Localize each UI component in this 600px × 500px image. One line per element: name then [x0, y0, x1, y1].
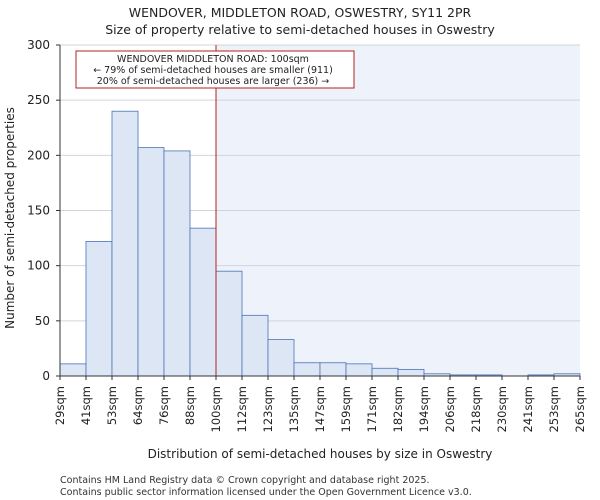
x-tick-label: 182sqm: [391, 386, 405, 432]
x-tick-label: 253sqm: [547, 386, 561, 432]
histogram-bar: [267, 339, 295, 377]
x-tick-label: 147sqm: [313, 386, 327, 432]
histogram-bar: [59, 363, 87, 377]
histogram-bar: [241, 314, 269, 377]
histogram-bar: [85, 240, 113, 377]
histogram-bar: [345, 363, 373, 377]
histogram-bar: [163, 150, 191, 377]
x-tick-label: 159sqm: [339, 386, 353, 432]
y-tick-label: 200: [27, 148, 50, 162]
x-tick-label: 135sqm: [287, 386, 301, 432]
histogram-bar: [319, 362, 347, 377]
histogram-bar: [189, 227, 217, 377]
y-tick-label: 300: [27, 38, 50, 52]
x-tick-label: 171sqm: [365, 386, 379, 432]
x-tick-label: 218sqm: [469, 386, 483, 432]
x-tick-label: 41sqm: [79, 386, 93, 425]
y-tick-label: 100: [27, 259, 50, 273]
x-tick-label: 100sqm: [209, 386, 223, 432]
annotation-line-2: ← 79% of semi-detached houses are smalle…: [93, 65, 333, 76]
histogram-bar: [111, 110, 139, 377]
annotation-frame: [75, 50, 355, 89]
x-tick-label: 123sqm: [261, 386, 275, 432]
x-axis-label: Distribution of semi-detached houses by …: [148, 447, 493, 461]
histogram-bar: [215, 270, 243, 377]
y-axis-label: Number of semi-detached properties: [3, 107, 17, 329]
annotation-line-1: WENDOVER MIDDLETON ROAD: 100sqm: [117, 54, 309, 65]
chart-title: WENDOVER, MIDDLETON ROAD, OSWESTRY, SY11…: [129, 5, 472, 20]
y-tick-label: 50: [35, 314, 50, 328]
x-tick-label: 241sqm: [521, 386, 535, 432]
x-tick-label: 194sqm: [417, 386, 431, 432]
x-tick-label: 230sqm: [495, 386, 509, 432]
histogram-bar: [293, 362, 321, 377]
x-tick-label: 29sqm: [53, 386, 67, 425]
annotation-box: WENDOVER MIDDLETON ROAD: 100sqm ← 79% of…: [75, 50, 355, 89]
x-tick-label: 88sqm: [183, 386, 197, 425]
x-tick-label: 206sqm: [443, 386, 457, 432]
chart-subtitle: Size of property relative to semi-detach…: [105, 22, 495, 37]
annotation-line-3: 20% of semi-detached houses are larger (…: [97, 76, 330, 87]
x-tick-label: 265sqm: [573, 386, 587, 432]
footer-line-2: Contains public sector information licen…: [60, 487, 472, 498]
y-tick-label: 0: [42, 369, 50, 383]
histogram-bar: [371, 367, 399, 377]
x-tick-label: 76sqm: [157, 386, 171, 425]
x-tick-label: 53sqm: [105, 386, 119, 425]
y-tick-label: 150: [27, 204, 50, 218]
y-tick-label: 250: [27, 93, 50, 107]
x-tick-label: 112sqm: [235, 386, 249, 432]
histogram-bar: [137, 147, 165, 377]
x-tick-label: 64sqm: [131, 386, 145, 425]
footer-line-1: Contains HM Land Registry data © Crown c…: [60, 475, 430, 486]
histogram-bar: [397, 368, 425, 377]
